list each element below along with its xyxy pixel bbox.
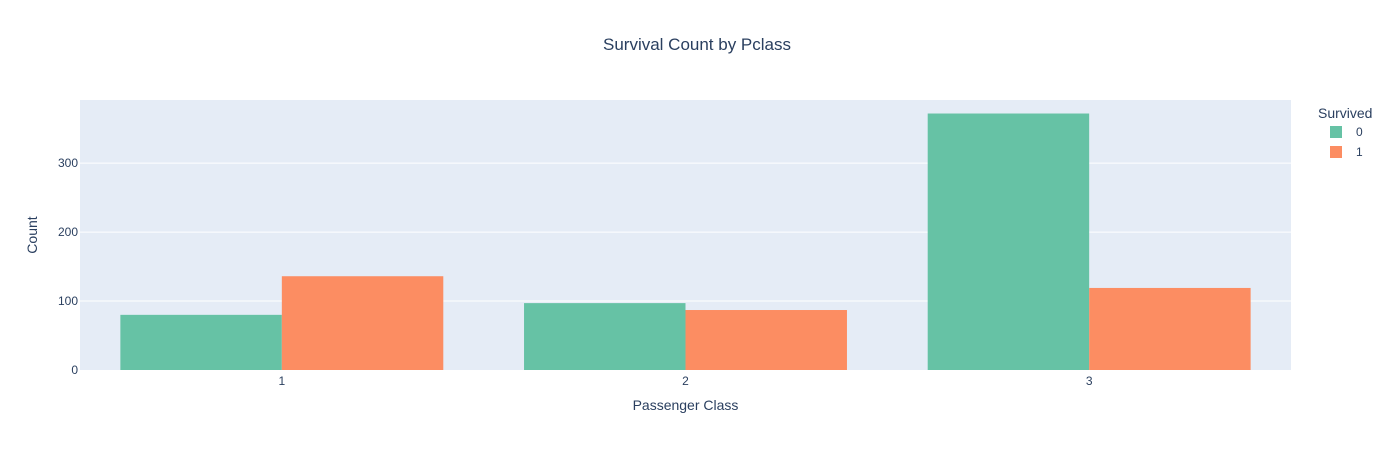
bar-class-1-survived-0[interactable] (120, 314, 282, 370)
y-tick-label: 300 (58, 156, 78, 170)
legend-swatch (1330, 146, 1342, 158)
y-tick-label: 100 (58, 294, 78, 308)
x-tick-label: 3 (1086, 374, 1093, 388)
legend-label: 1 (1356, 145, 1363, 159)
y-axis-title: Count (24, 216, 40, 253)
legend-title: Survived (1318, 105, 1372, 121)
bars (120, 113, 1251, 370)
legend-item-0[interactable]: 0 (1330, 125, 1363, 139)
legend: Survived 0 1 (1318, 105, 1372, 159)
bar-class-3-survived-0[interactable] (927, 113, 1090, 370)
y-tick-labels: 0 100 200 300 (58, 156, 78, 377)
bar-class-2-survived-1[interactable] (685, 310, 847, 370)
bar-class-1-survived-1[interactable] (281, 276, 444, 370)
bar-class-2-survived-0[interactable] (524, 303, 686, 370)
legend-label: 0 (1356, 125, 1363, 139)
legend-item-1[interactable]: 1 (1330, 145, 1363, 159)
legend-swatch (1330, 126, 1342, 138)
chart-title: Survival Count by Pclass (603, 35, 791, 54)
x-tick-labels: 1 2 3 (278, 374, 1092, 388)
y-tick-label: 200 (58, 225, 78, 239)
bar-class-3-survived-1[interactable] (1089, 287, 1251, 370)
x-tick-label: 1 (278, 374, 285, 388)
y-tick-label: 0 (71, 363, 78, 377)
x-tick-label: 2 (682, 374, 689, 388)
x-axis-title: Passenger Class (633, 397, 739, 413)
